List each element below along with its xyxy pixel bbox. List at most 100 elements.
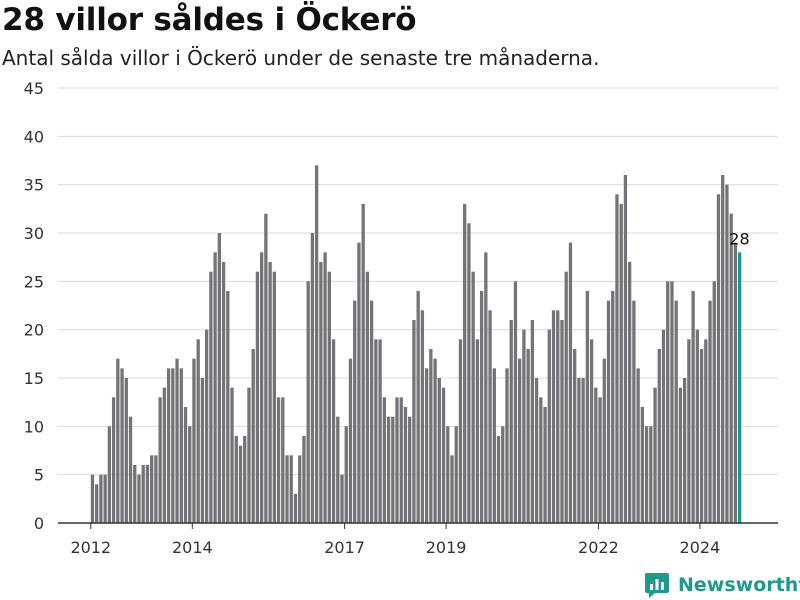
- bar: [733, 242, 738, 523]
- bar: [382, 397, 386, 523]
- x-tick-label: 2024: [680, 538, 721, 557]
- bar: [441, 387, 446, 523]
- bar: [162, 387, 167, 523]
- newsworthy-logo-icon: [645, 573, 669, 598]
- bar: [433, 358, 437, 523]
- bar: [687, 339, 691, 523]
- x-tick-label: 2022: [578, 538, 619, 557]
- bar: [314, 165, 319, 524]
- bar: [395, 397, 399, 523]
- bar: [695, 329, 699, 523]
- bar: [420, 310, 425, 523]
- bar: [137, 474, 141, 523]
- bar: [551, 310, 556, 523]
- bar: [492, 368, 496, 523]
- bar: [454, 426, 458, 523]
- bar: [699, 349, 704, 523]
- bar: [670, 281, 674, 523]
- bar: [378, 339, 382, 523]
- highlighted-bar: [737, 252, 742, 524]
- bar: [530, 320, 535, 523]
- bar: [674, 300, 678, 523]
- bar: [513, 281, 518, 523]
- page-title: 28 villor såldes i Öckerö: [2, 2, 417, 38]
- bar: [577, 378, 581, 523]
- bar: [213, 252, 217, 524]
- bar: [501, 426, 505, 523]
- y-tick-label: 0: [34, 514, 44, 533]
- bar: [666, 281, 670, 523]
- bar: [526, 349, 530, 523]
- bar: [183, 407, 188, 523]
- bar: [416, 291, 420, 523]
- bar: [424, 368, 429, 523]
- bar: [145, 465, 150, 523]
- y-tick-label: 15: [24, 369, 44, 388]
- bar: [446, 426, 450, 523]
- bar: [120, 368, 124, 523]
- bar: [543, 407, 547, 523]
- bar: [285, 455, 289, 523]
- bar: [209, 271, 213, 523]
- newsworthy-brand-text: Newsworthy: [678, 574, 800, 596]
- bar: [196, 339, 200, 523]
- bar: [361, 204, 365, 523]
- bar: [150, 455, 154, 523]
- bar: [661, 329, 666, 523]
- bar: [539, 397, 543, 523]
- bar: [632, 300, 636, 523]
- bar: [348, 358, 353, 523]
- bar: [99, 474, 103, 523]
- bar: [116, 358, 120, 523]
- bar: [158, 397, 162, 523]
- last-value-label: 28: [729, 229, 749, 248]
- bar: [293, 494, 298, 523]
- bar: [281, 397, 285, 523]
- bar: [589, 339, 594, 523]
- bar: [547, 329, 551, 523]
- y-tick-label: 20: [24, 321, 44, 340]
- bar: [716, 194, 721, 524]
- bar: [234, 436, 238, 523]
- bar: [221, 262, 226, 523]
- y-tick-label: 5: [34, 466, 44, 485]
- bar: [111, 397, 116, 523]
- bar: [344, 426, 348, 523]
- bar: [103, 474, 107, 523]
- bar: [522, 329, 526, 523]
- bar: [289, 455, 293, 523]
- bar: [226, 291, 230, 523]
- bar: [353, 300, 357, 523]
- bar: [564, 271, 568, 523]
- bar: [217, 233, 221, 523]
- bar: [691, 291, 695, 523]
- bar: [479, 291, 484, 523]
- bar: [471, 271, 475, 523]
- y-tick-label: 10: [24, 417, 44, 436]
- bar: [628, 262, 632, 523]
- newsworthy-logo: Newsworthy: [644, 570, 800, 600]
- bar: [238, 445, 243, 523]
- bar: [463, 204, 467, 523]
- bar: [391, 416, 395, 523]
- y-tick-label: 30: [24, 224, 44, 243]
- bar: [154, 455, 158, 523]
- bar: [556, 310, 560, 523]
- bar: [712, 281, 716, 523]
- bar: [649, 426, 653, 523]
- bar: [260, 252, 264, 524]
- bar: [509, 320, 513, 523]
- bar: [95, 484, 99, 523]
- bar: [340, 474, 344, 523]
- bar: [374, 339, 378, 523]
- y-tick-label: 45: [24, 79, 44, 98]
- bar: [708, 300, 712, 523]
- bar: [505, 368, 509, 523]
- bar: [484, 252, 488, 524]
- bar: [725, 184, 729, 523]
- bar: [166, 368, 171, 523]
- bar: [619, 204, 623, 523]
- bar: [310, 233, 315, 523]
- bar: [386, 416, 391, 523]
- bar: [200, 378, 205, 523]
